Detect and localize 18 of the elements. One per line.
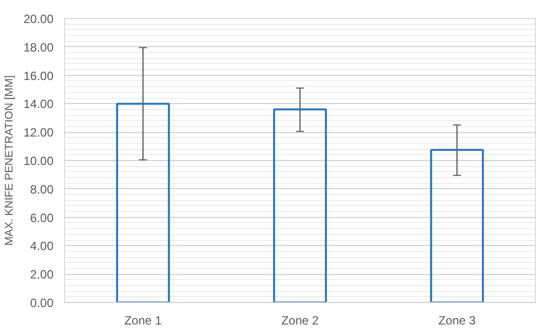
bar xyxy=(273,108,327,302)
y-axis-title: MAX. KNIFE PENETRATION [MM] xyxy=(3,75,16,246)
y-tick-label: 10.00 xyxy=(23,154,54,168)
y-tick-label: 16.00 xyxy=(23,68,54,83)
y-tick-label: 14.00 xyxy=(23,97,54,112)
x-tick-label: Zone 2 xyxy=(281,314,320,328)
y-tick-label: 20.00 xyxy=(23,12,54,26)
y-tick-label: 18.00 xyxy=(23,40,54,54)
y-tick-label: 0.00 xyxy=(30,296,54,310)
y-tick-label: 4.00 xyxy=(30,239,54,254)
y-tick-label: 2.00 xyxy=(30,268,54,282)
x-tick-label: Zone 3 xyxy=(438,314,476,328)
x-tick-label: Zone 1 xyxy=(124,314,162,328)
bar xyxy=(116,102,170,302)
bar xyxy=(430,148,484,302)
y-tick-label: 12.00 xyxy=(23,126,54,140)
y-tick-label: 8.00 xyxy=(30,182,54,196)
y-tick-label: 6.00 xyxy=(30,210,54,225)
